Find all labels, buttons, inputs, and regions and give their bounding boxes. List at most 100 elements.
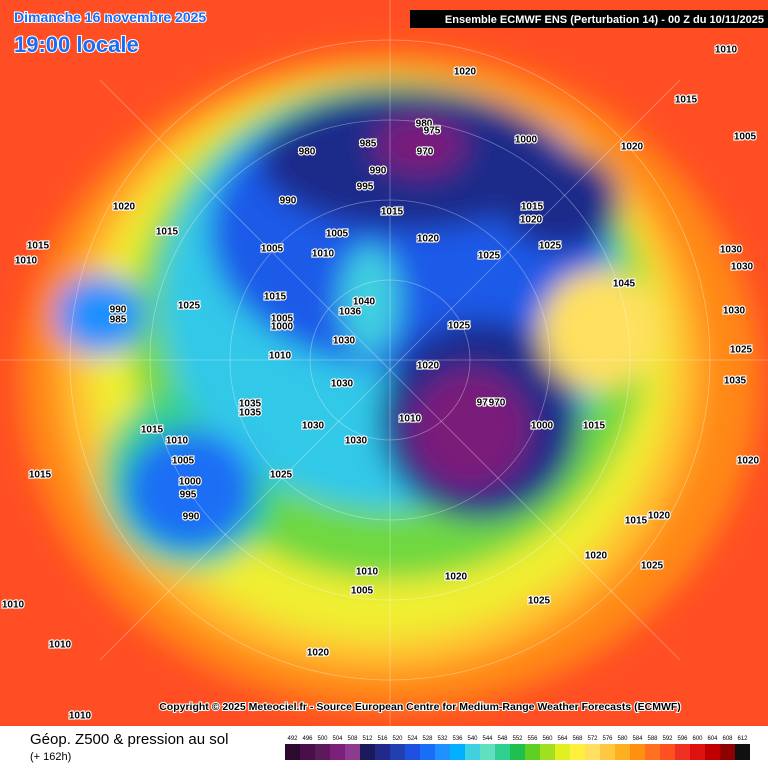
pressure-label: 1020 xyxy=(520,215,543,226)
scale-label: 568 xyxy=(572,736,583,742)
pressure-label: 995 xyxy=(180,490,197,501)
pressure-label: 1015 xyxy=(625,516,648,527)
pressure-label: 1010 xyxy=(69,711,92,722)
scale-label: 512 xyxy=(362,736,373,742)
pressure-label: 1015 xyxy=(521,202,544,213)
scale-label: 612 xyxy=(737,736,748,742)
scale-label: 536 xyxy=(452,736,463,742)
pressure-label: 1015 xyxy=(29,470,52,481)
scale-swatch xyxy=(285,744,300,760)
scale-swatch xyxy=(600,744,615,760)
scale-swatch xyxy=(420,744,435,760)
pressure-label: 1025 xyxy=(478,251,501,262)
scale-swatch xyxy=(690,744,705,760)
lead-time: (+ 162h) xyxy=(30,751,71,763)
scale-swatch xyxy=(300,744,315,760)
scale-swatch xyxy=(465,744,480,760)
scale-swatch xyxy=(735,744,750,760)
pressure-label: 1000 xyxy=(515,135,538,146)
pressure-label: 1020 xyxy=(307,648,330,659)
pressure-label: 985 xyxy=(360,139,377,150)
pressure-label: 975 xyxy=(424,126,441,137)
scale-label: 520 xyxy=(392,736,403,742)
model-box xyxy=(410,10,768,28)
scale-label: 588 xyxy=(647,736,658,742)
pressure-label: 1005 xyxy=(326,229,349,240)
pressure-label: 1015 xyxy=(381,207,404,218)
pressure-label: 1030 xyxy=(331,379,354,390)
scale-label: 492 xyxy=(287,736,298,742)
scale-label: 560 xyxy=(542,736,553,742)
pressure-label: 1020 xyxy=(417,361,440,372)
pressure-label: 970 xyxy=(489,398,506,409)
pressure-label: 985 xyxy=(110,315,127,326)
pressure-label: 1025 xyxy=(448,321,471,332)
pressure-label: 1020 xyxy=(454,67,477,78)
scale-swatch xyxy=(390,744,405,760)
pressure-label: 1020 xyxy=(445,572,468,583)
scale-label: 500 xyxy=(317,736,328,742)
pressure-label: 990 xyxy=(370,166,387,177)
pressure-label: 1030 xyxy=(723,306,746,317)
scale-label: 580 xyxy=(617,736,628,742)
pressure-label: 1025 xyxy=(539,241,562,252)
pressure-label: 1005 xyxy=(351,586,374,597)
pressure-label: 1010 xyxy=(715,45,738,56)
scale-label: 540 xyxy=(467,736,478,742)
pressure-label: 1005 xyxy=(734,132,757,143)
pressure-label: 975 xyxy=(477,398,494,409)
pressure-label: 1005 xyxy=(261,244,284,255)
scale-swatch xyxy=(450,744,465,760)
pressure-label: 1005 xyxy=(271,314,294,325)
pressure-label: 1010 xyxy=(356,567,379,578)
pressure-label: 990 xyxy=(183,512,200,523)
pressure-label: 1010 xyxy=(15,256,38,267)
scale-label: 572 xyxy=(587,736,598,742)
scale-label: 504 xyxy=(332,736,343,742)
scale-swatch xyxy=(630,744,645,760)
pressure-label: 1025 xyxy=(270,470,293,481)
color-scale: 492 496 500 504 508 512 516 520 524 528 532 536 540 5… xyxy=(285,736,750,760)
scale-swatch xyxy=(345,744,360,760)
pressure-label: 1010 xyxy=(49,640,72,651)
pressure-label: 1010 xyxy=(312,249,335,260)
scale-swatch xyxy=(645,744,660,760)
scale-label: 496 xyxy=(302,736,313,742)
scale-label: 604 xyxy=(707,736,718,742)
pressure-label: 1000 xyxy=(271,322,294,333)
pressure-label: 970 xyxy=(417,147,434,158)
date: Dimanche 16 novembre 2025 xyxy=(14,9,206,25)
pressure-label: 1035 xyxy=(239,399,262,410)
scale-swatch xyxy=(720,744,735,760)
scale-swatch xyxy=(675,744,690,760)
scale-label: 544 xyxy=(482,736,493,742)
scale-swatch xyxy=(435,744,450,760)
pressure-label: 1015 xyxy=(27,241,50,252)
scale-label: 516 xyxy=(377,736,388,742)
scale-label: 608 xyxy=(722,736,733,742)
pressure-label: 1030 xyxy=(731,262,754,273)
scale-swatch xyxy=(510,744,525,760)
pressure-label: 1020 xyxy=(621,142,644,153)
scale-label: 552 xyxy=(512,736,523,742)
pressure-label: 1035 xyxy=(239,408,262,419)
scale-label: 556 xyxy=(527,736,538,742)
pressure-label: 1015 xyxy=(156,227,179,238)
pressure-label: 1020 xyxy=(417,234,440,245)
pressure-label: 1015 xyxy=(675,95,698,106)
pressure-label: 1030 xyxy=(720,245,743,256)
pressure-label: 1035 xyxy=(724,376,747,387)
pressure-label: 1030 xyxy=(302,421,325,432)
pressure-label: 1005 xyxy=(172,456,195,467)
pressure-label: 1040 xyxy=(353,297,376,308)
scale-swatch xyxy=(315,744,330,760)
scale-label: 584 xyxy=(632,736,643,742)
scale-label: 532 xyxy=(437,736,448,742)
scale-swatch xyxy=(330,744,345,760)
pressure-label: 1015 xyxy=(141,425,164,436)
local-time: 19:00 locale xyxy=(14,32,139,57)
pressure-label: 1030 xyxy=(333,336,356,347)
pressure-label: 1020 xyxy=(648,511,671,522)
scale-label: 576 xyxy=(602,736,613,742)
